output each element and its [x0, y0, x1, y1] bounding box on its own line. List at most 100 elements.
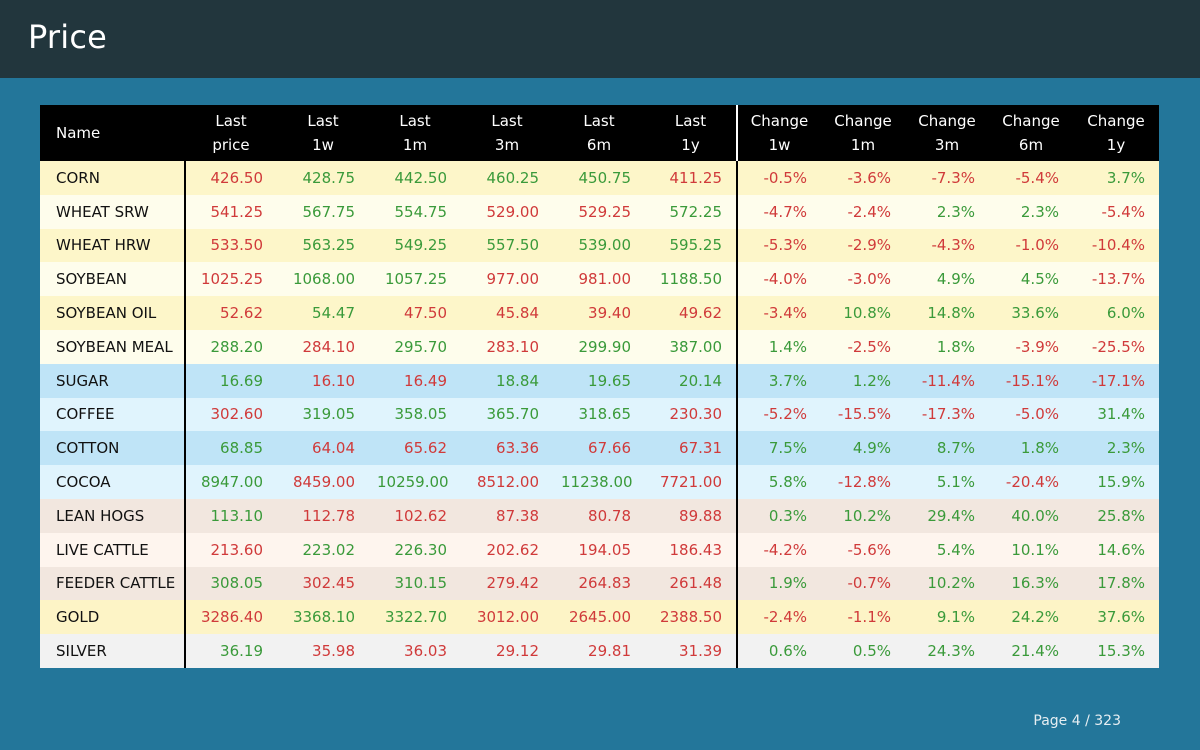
- column-header-line: Change: [918, 112, 976, 130]
- column-header-line: 1w: [312, 136, 334, 154]
- price-cell: 261.48: [645, 566, 737, 601]
- price-cell: 36.03: [369, 634, 461, 668]
- change-cell: 29.4%: [905, 498, 989, 533]
- price-cell: 3368.10: [277, 600, 369, 635]
- price-cell: 113.10: [185, 498, 277, 533]
- change-cell: -20.4%: [989, 465, 1073, 499]
- change-cell: 2.3%: [1073, 431, 1159, 466]
- change-cell: -3.6%: [821, 161, 905, 195]
- column-header-line: price: [212, 136, 250, 154]
- price-cell: 450.75: [553, 161, 645, 195]
- change-cell: -4.7%: [736, 194, 821, 229]
- table-row: WHEAT HRW 533.50 563.25 549.25 557.50 539.00 5…: [40, 228, 1159, 263]
- change-cell: 21.4%: [989, 634, 1073, 668]
- price-cell: 80.78: [553, 498, 645, 533]
- change-cell: -5.2%: [736, 397, 821, 432]
- price-cell: 52.62: [185, 296, 277, 330]
- column-header: Last price: [185, 105, 277, 161]
- change-cell: -1.0%: [989, 228, 1073, 263]
- price-cell: 318.65: [553, 397, 645, 432]
- column-header-line: 3m: [934, 136, 960, 154]
- column-header-line: Change: [1087, 112, 1145, 130]
- change-cell: -17.3%: [905, 397, 989, 432]
- commodity-name: WHEAT SRW: [40, 194, 186, 229]
- price-cell: 194.05: [553, 532, 645, 567]
- commodity-name: LIVE CATTLE: [40, 532, 186, 567]
- commodity-name: SILVER: [40, 634, 186, 668]
- price-cell: 2388.50: [645, 600, 737, 635]
- header-bar: Price: [0, 0, 1200, 78]
- price-cell: 36.19: [185, 634, 277, 668]
- page-title: Price: [28, 18, 108, 56]
- change-cell: 10.8%: [821, 296, 905, 330]
- commodity-name: SOYBEAN OIL: [40, 296, 186, 330]
- price-cell: 112.78: [277, 498, 369, 533]
- price-table-container: Name Last price Last 1w Last 1m Last 3m Last 6m Las…: [40, 105, 1159, 668]
- change-cell: 10.2%: [821, 498, 905, 533]
- column-header: Last 1y: [645, 105, 737, 161]
- price-cell: 295.70: [369, 329, 461, 364]
- price-cell: 65.62: [369, 431, 461, 466]
- column-header-line: 1y: [1106, 136, 1126, 154]
- column-header-line: Last: [583, 112, 615, 130]
- change-cell: 5.1%: [905, 465, 989, 499]
- price-cell: 426.50: [185, 161, 277, 195]
- change-cell: 3.7%: [1073, 161, 1159, 195]
- change-cell: -7.3%: [905, 161, 989, 195]
- column-header-line: Change: [834, 112, 892, 130]
- change-cell: -4.2%: [736, 532, 821, 567]
- change-cell: 5.4%: [905, 532, 989, 567]
- change-cell: 1.2%: [821, 363, 905, 398]
- change-cell: 1.8%: [905, 329, 989, 364]
- price-cell: 213.60: [185, 532, 277, 567]
- change-cell: 31.4%: [1073, 397, 1159, 432]
- price-cell: 68.85: [185, 431, 277, 466]
- price-cell: 284.10: [277, 329, 369, 364]
- column-header-line: Last: [674, 112, 707, 130]
- commodity-name: WHEAT HRW: [40, 228, 186, 263]
- column-header: Change 3m: [905, 105, 989, 161]
- price-cell: 529.00: [461, 194, 553, 229]
- column-header-line: 6m: [586, 136, 612, 154]
- column-header-line: Change: [750, 112, 809, 130]
- column-header: Change 1w: [736, 105, 821, 161]
- price-cell: 64.04: [277, 431, 369, 466]
- price-cell: 89.88: [645, 498, 737, 533]
- price-cell: 387.00: [645, 329, 737, 364]
- change-cell: 8.7%: [905, 431, 989, 466]
- change-cell: 1.9%: [736, 566, 821, 601]
- change-cell: 4.9%: [821, 431, 905, 466]
- price-cell: 63.36: [461, 431, 553, 466]
- column-header-name: Name: [40, 105, 185, 161]
- commodity-name: LEAN HOGS: [40, 498, 186, 533]
- change-cell: 0.6%: [736, 634, 821, 668]
- price-cell: 319.05: [277, 397, 369, 432]
- page-indicator: Page 4 / 323: [1033, 713, 1121, 729]
- change-cell: -2.4%: [821, 194, 905, 229]
- price-cell: 29.81: [553, 634, 645, 668]
- price-cell: 539.00: [553, 228, 645, 263]
- price-cell: 67.31: [645, 431, 737, 466]
- change-cell: 24.3%: [905, 634, 989, 668]
- table-header: Name Last price Last 1w Last 1m Last 3m Last 6m Las…: [40, 105, 1159, 161]
- price-cell: 35.98: [277, 634, 369, 668]
- column-header-line: Last: [307, 112, 339, 130]
- table-body: CORN 426.50 428.75 442.50 460.25 450.75 411.25…: [40, 161, 1159, 668]
- change-cell: -2.9%: [821, 228, 905, 263]
- change-cell: 37.6%: [1073, 600, 1159, 635]
- price-cell: 3322.70: [369, 600, 461, 635]
- table-row: SILVER 36.19 35.98 36.03 29.12 29.81 31.39 0.6%…: [40, 634, 1159, 668]
- commodity-name: SUGAR: [40, 363, 186, 398]
- column-header-line: 1m: [402, 136, 428, 154]
- change-cell: 7.5%: [736, 431, 821, 466]
- change-cell: -0.5%: [736, 161, 821, 195]
- change-cell: -5.0%: [989, 397, 1073, 432]
- change-cell: -3.9%: [989, 329, 1073, 364]
- price-cell: 595.25: [645, 228, 737, 263]
- change-cell: 1.4%: [736, 329, 821, 364]
- commodity-name: COCOA: [40, 465, 186, 499]
- price-cell: 302.60: [185, 397, 277, 432]
- change-cell: -5.3%: [736, 228, 821, 263]
- price-cell: 11238.00: [553, 465, 645, 499]
- price-cell: 3012.00: [461, 600, 553, 635]
